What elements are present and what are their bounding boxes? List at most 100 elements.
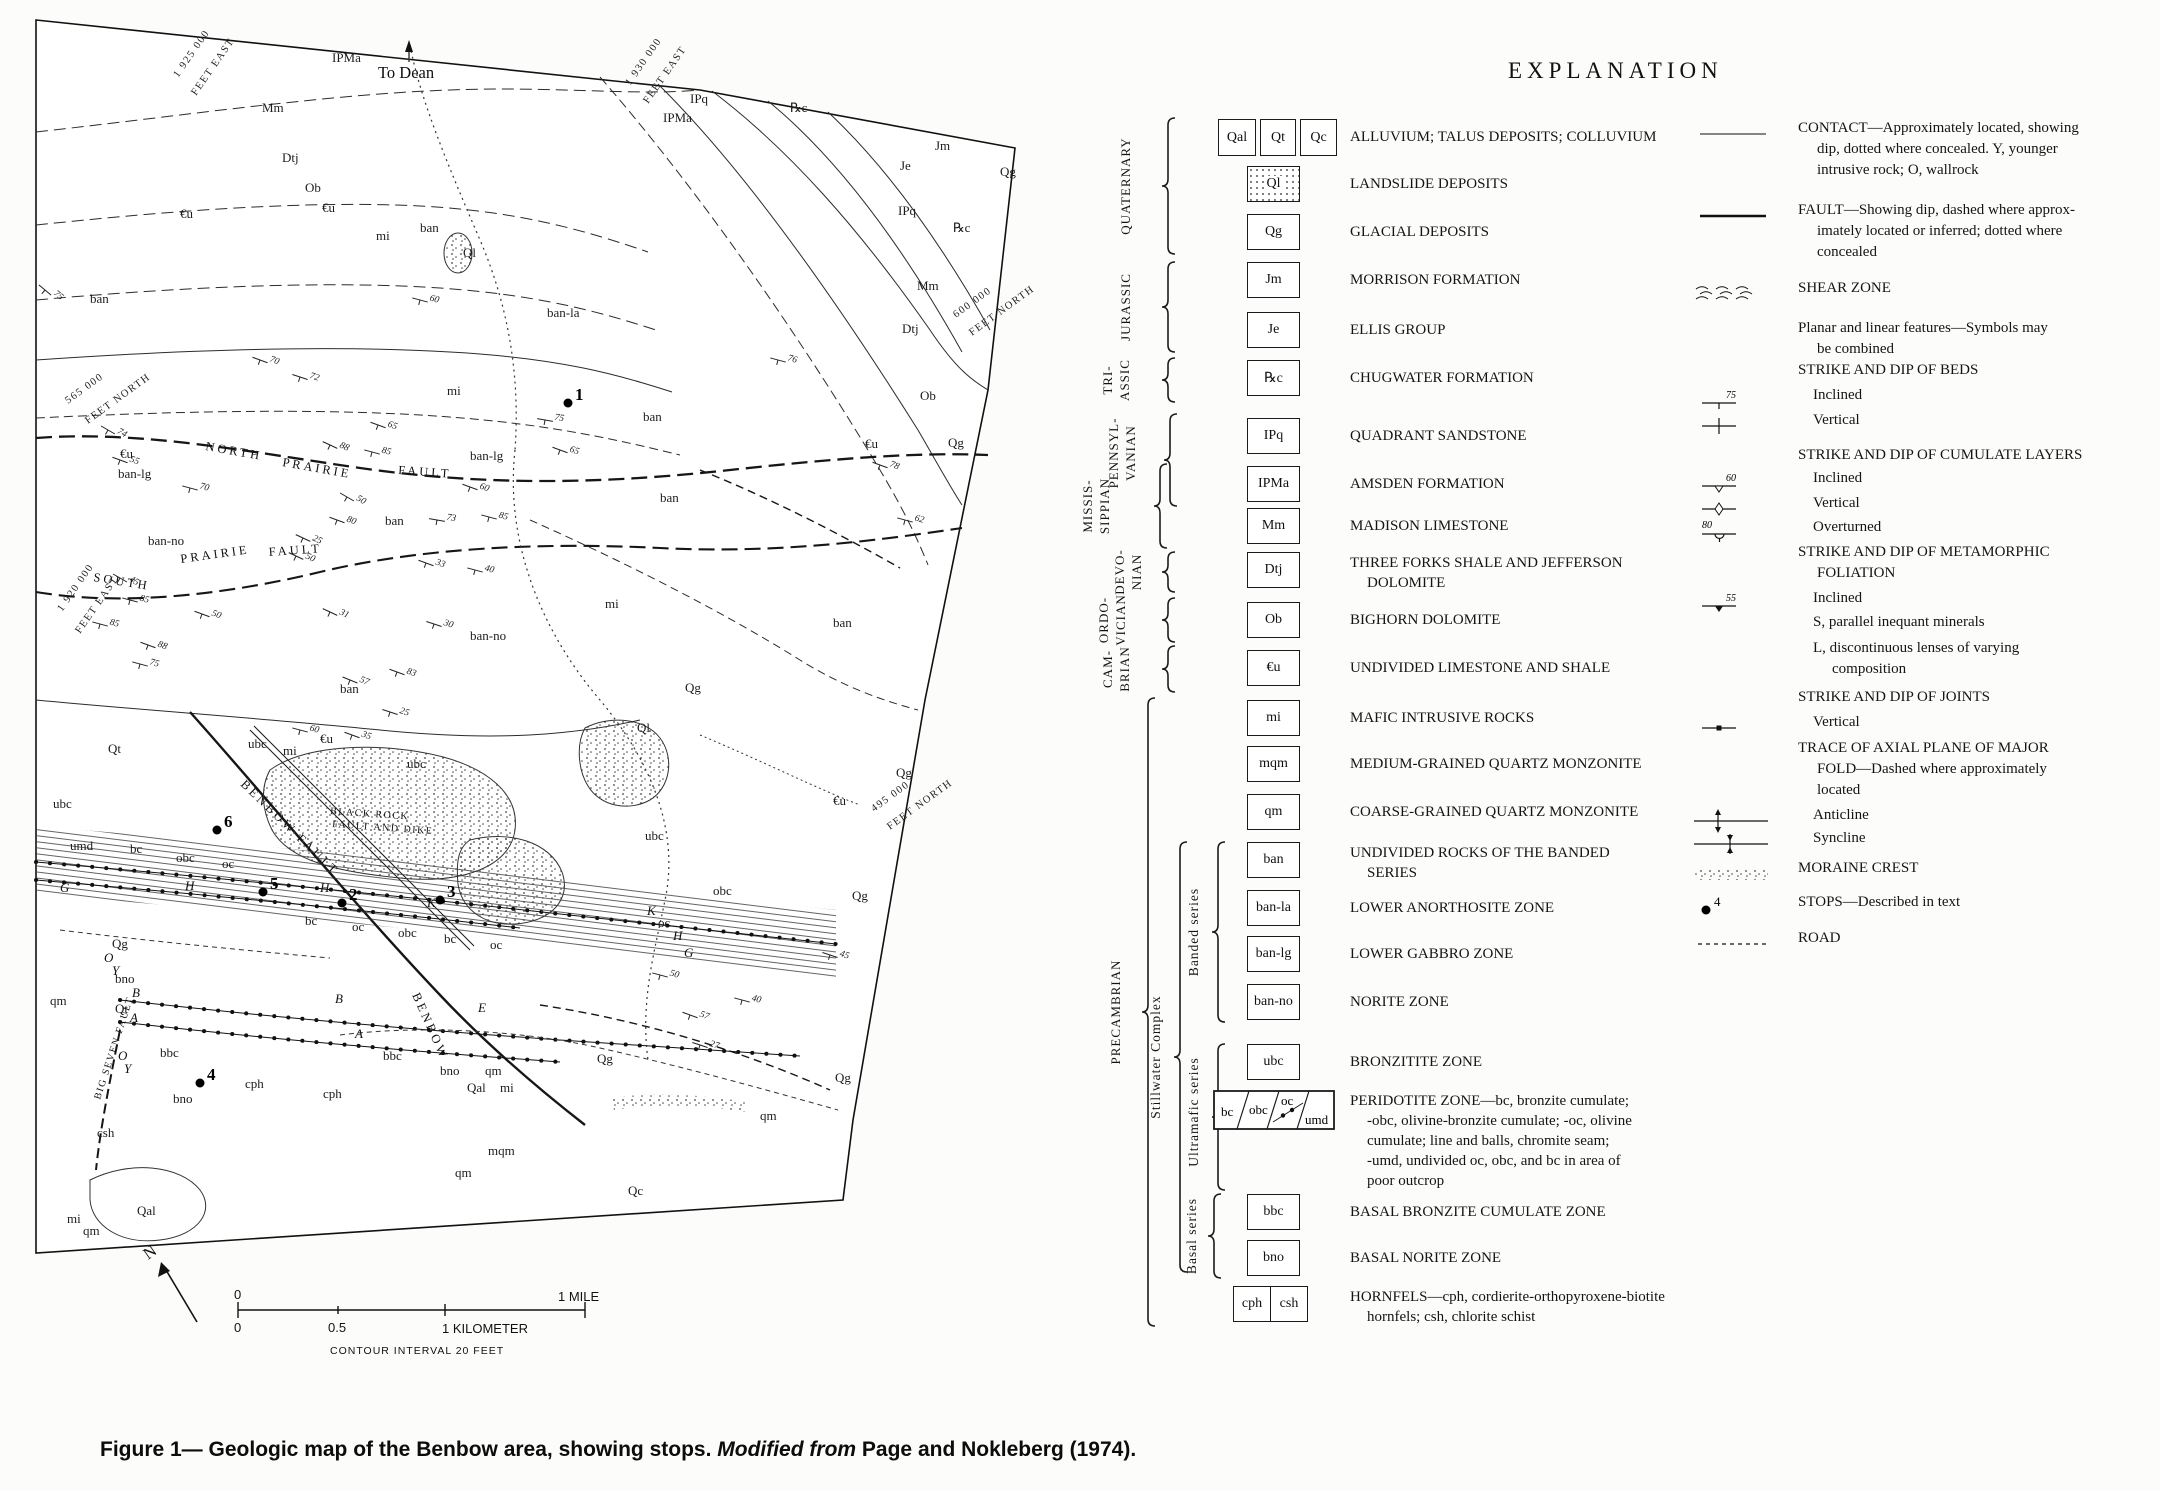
dip-symbol: 85 xyxy=(481,511,509,523)
map-label: bno xyxy=(440,1063,460,1078)
stop-marker: 6 xyxy=(212,812,233,835)
map-label: mi xyxy=(605,596,619,611)
map-label: bno xyxy=(173,1091,193,1106)
legend-unit-box: ban-no xyxy=(1247,984,1300,1020)
svg-text:50: 50 xyxy=(354,494,367,508)
legend-symbol-text: STRIKE AND DIP OF METAMORPHIC FOLIATION xyxy=(1798,544,2050,581)
dip-inclined-icon: 75 xyxy=(1702,390,1736,409)
map-label: ban xyxy=(660,490,679,505)
map-label: qm xyxy=(50,993,67,1008)
svg-text:73: 73 xyxy=(446,513,457,525)
legend-unit-box: Qc xyxy=(1300,119,1337,156)
svg-text:40: 40 xyxy=(483,564,495,576)
map-label: G xyxy=(60,880,70,895)
map-label: bc xyxy=(130,841,143,856)
map-label: bc xyxy=(444,931,457,946)
dip-symbol: 50 xyxy=(194,609,223,622)
svg-text:88: 88 xyxy=(338,441,351,454)
map-label: Qg xyxy=(1000,164,1016,179)
stop-marker: 1 xyxy=(563,385,584,408)
legend-unit-description: MADISON LIMESTONE xyxy=(1350,518,1509,534)
map-label: Qg xyxy=(685,680,701,695)
legend-unit-description: BRONZITITE ZONE xyxy=(1350,1054,1483,1070)
map-label: ban xyxy=(643,409,662,424)
svg-text:55: 55 xyxy=(128,455,141,468)
svg-text:45: 45 xyxy=(838,949,850,962)
scale-half-km: 0.5 xyxy=(328,1320,346,1335)
dip-symbol: 76 xyxy=(770,354,798,366)
legend-symbol-stop: 4 xyxy=(1690,894,1774,927)
map-label: ban-la xyxy=(547,305,580,320)
dip-symbol: 85 xyxy=(364,446,392,458)
legend-unit-description: LOWER ANORTHOSITE ZONE xyxy=(1350,900,1555,916)
map-label: Ob xyxy=(920,388,936,403)
map-label: ban xyxy=(420,220,439,235)
legend-unit-box: ℞c xyxy=(1247,360,1300,396)
map-label: ℞c xyxy=(790,100,808,115)
legend-unit-box: bbc xyxy=(1247,1194,1300,1230)
dip-symbol: 45 xyxy=(822,949,851,962)
svg-text:60: 60 xyxy=(478,482,491,495)
dip-symbol: 88 xyxy=(140,640,169,652)
map-label: bbc xyxy=(383,1048,402,1063)
syncline-icon xyxy=(1694,834,1768,854)
stop-icon: 4 xyxy=(1701,894,1721,915)
map-label: ban xyxy=(90,291,109,306)
dip-symbol: 60 xyxy=(412,294,440,306)
svg-text:50: 50 xyxy=(304,552,317,565)
svg-text:bc: bc xyxy=(1221,1104,1234,1119)
legend-symbol-line-thin xyxy=(1690,120,1774,153)
line-thin-icon xyxy=(1700,133,1766,135)
map-label: Ql xyxy=(463,245,476,260)
map-label: bbc xyxy=(160,1045,179,1060)
map-label: To Dean xyxy=(378,63,434,82)
svg-text:60: 60 xyxy=(428,294,440,306)
svg-text:80: 80 xyxy=(1702,520,1712,531)
map-label: IPq xyxy=(898,203,917,218)
map-label: qm xyxy=(83,1223,100,1238)
legend-unit-box: Qt xyxy=(1260,119,1296,156)
map-label: Qg xyxy=(852,888,868,903)
map-label: Qal xyxy=(137,1203,156,1218)
legend-unit-box: Qal xyxy=(1218,119,1256,156)
map-label: mi xyxy=(500,1080,514,1095)
legend-unit-description: LOWER GABBRO ZONE xyxy=(1350,946,1514,962)
map-label: Y xyxy=(112,963,121,978)
map-label: ban xyxy=(340,681,359,696)
dip-symbol: 65 xyxy=(370,420,399,432)
dip-symbol: 60 xyxy=(462,482,491,495)
map-label: oc xyxy=(222,856,235,871)
map-label: Ob xyxy=(305,180,321,195)
fault-lines xyxy=(35,435,989,1171)
legend-unit-box: Qg xyxy=(1247,214,1300,250)
map-label: Qt xyxy=(115,1001,128,1016)
legend-unit-box: csh xyxy=(1270,1286,1308,1322)
shear-icon xyxy=(1695,286,1753,300)
map-label: oc xyxy=(490,937,503,952)
legend-symbol-text: S, parallel inequant minerals xyxy=(1813,614,1985,630)
dip-symbol: 35 xyxy=(344,729,373,742)
map-label: Ql xyxy=(637,720,650,735)
svg-text:70: 70 xyxy=(198,482,210,494)
fol-inclined-icon: 55 xyxy=(1702,593,1736,612)
svg-text:75: 75 xyxy=(554,413,565,425)
map-label: cph xyxy=(245,1076,264,1091)
map-label: mi xyxy=(376,228,390,243)
stop-markers: 1 2 3 4 5 6 xyxy=(195,385,584,1088)
legend-symbol-dip-vertical xyxy=(1690,412,1774,445)
svg-text:6: 6 xyxy=(224,812,233,831)
svg-text:50: 50 xyxy=(210,609,223,622)
legend-symbol-text: CONTACT—Approximately located, showing di… xyxy=(1798,120,2079,178)
svg-text:33: 33 xyxy=(433,557,447,570)
map-label: bc xyxy=(305,913,318,928)
legend-symbol-text: FAULT—Showing dip, dashed where approx-i… xyxy=(1798,202,2076,260)
map-label: oc xyxy=(658,915,671,930)
legend-symbol-text: STRIKE AND DIP OF BEDS xyxy=(1798,362,1979,378)
legend-unit-box: Mm xyxy=(1247,508,1300,544)
svg-text:62: 62 xyxy=(913,514,925,526)
map-label: ℞c xyxy=(953,220,971,235)
stop-marker: 3 xyxy=(435,882,456,905)
map-label: €u xyxy=(120,446,134,461)
legend-unit-description: LANDSLIDE DEPOSITS xyxy=(1350,176,1508,192)
explanation-title: EXPLANATION xyxy=(1508,58,1723,83)
